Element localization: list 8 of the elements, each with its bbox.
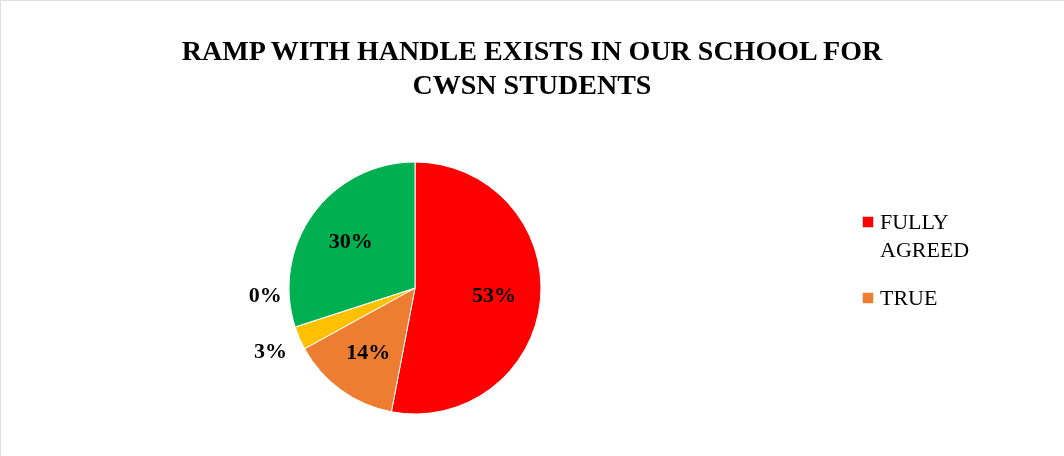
data-label: 3% <box>253 337 287 363</box>
data-label: 30% <box>328 228 373 254</box>
data-label: 14% <box>346 339 391 365</box>
legend-label: TRUE <box>880 285 938 310</box>
data-label: 53% <box>472 282 517 308</box>
legend-label: FULLY AGREED <box>880 209 970 262</box>
text: 0% <box>248 281 282 307</box>
chart-title: RAMP WITH HANDLE EXISTS IN OUR SCHOOL FOR CWSN STUDENTS <box>181 35 883 100</box>
